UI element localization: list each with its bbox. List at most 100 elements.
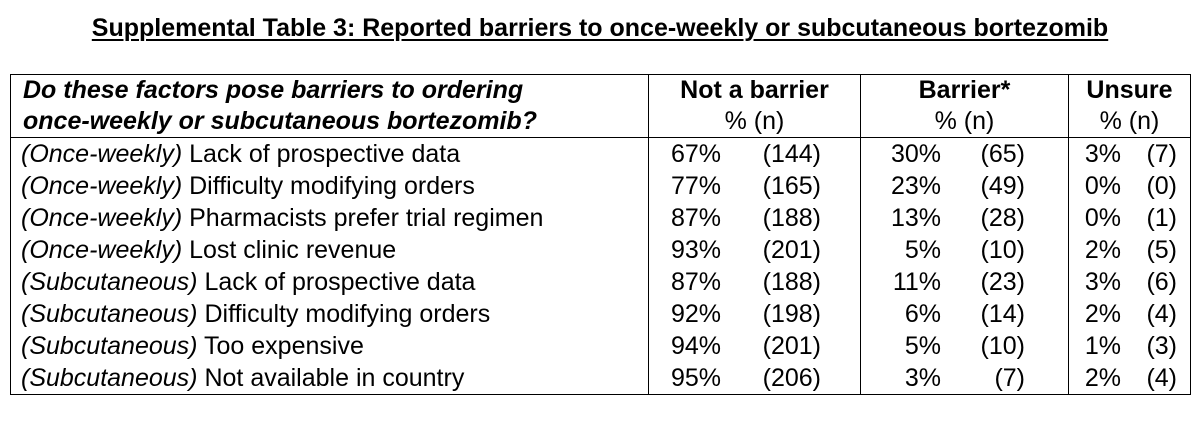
unsure-cell: 3% (6) [1068,266,1191,298]
route-prefix: (Subcutaneous) [21,364,198,392]
not-barrier-cell: 93% (201) [648,234,861,266]
barrier-cell: 13% (28) [860,202,1069,234]
count-value: (49) [980,172,1025,200]
percent-value: 93% [670,236,721,264]
count-value: (198) [762,300,821,328]
percent-value: 2% [1084,236,1121,264]
percent-value: 0% [1084,172,1121,200]
not-barrier-cell: 87% (188) [648,266,861,298]
unsure-label: Unsure [1086,76,1173,104]
question-header: Do these factors pose barriers to orderi… [10,74,649,138]
percent-value: 13% [890,204,941,232]
table-row: (Subcutaneous) Not available in country 9… [10,362,1191,395]
table-row: (Once-weekly) Lack of prospective data 67… [10,137,1191,170]
table-title: Supplemental Table 3: Reported barriers … [91,14,1109,42]
count-value: (65) [980,140,1025,168]
count-value: (1) [1146,204,1177,232]
barrier-cell: 6% (14) [860,298,1069,330]
percent-value: 95% [670,364,721,392]
percent-value: 2% [1084,300,1121,328]
not-barrier-cell: 77% (165) [648,170,861,202]
count-value: (4) [1146,364,1177,392]
route-prefix: (Once-weekly) [21,140,183,168]
count-value: (7) [1146,140,1177,168]
route-prefix: (Subcutaneous) [21,268,198,296]
table-row: (Subcutaneous) Difficulty modifying orde… [10,298,1191,330]
percent-value: 94% [670,332,721,360]
barrier-header: Barrier* % (n) [860,74,1069,138]
pct-n-label: % (n) [1099,107,1160,135]
unsure-header: Unsure % (n) [1068,74,1191,138]
factor-label: Not available in country [204,364,465,392]
count-value: (144) [762,140,821,168]
count-value: (206) [762,364,821,392]
count-value: (10) [980,332,1025,360]
percent-value: 87% [670,204,721,232]
percent-value: 67% [670,140,721,168]
factor-cell: (Subcutaneous) Too expensive [10,330,649,362]
not-barrier-cell: 92% (198) [648,298,861,330]
route-prefix: (Once-weekly) [21,172,183,200]
count-value: (188) [762,204,821,232]
table-row: (Once-weekly) Lost clinic revenue 93% (201… [10,234,1191,266]
count-value: (3) [1146,332,1177,360]
count-value: (23) [980,268,1025,296]
factor-cell: (Once-weekly) Difficulty modifying order… [10,170,649,202]
unsure-cell: 2% (4) [1068,362,1191,395]
factor-label: Difficulty modifying orders [204,300,491,328]
factor-cell: (Subcutaneous) Lack of prospective data [10,266,649,298]
barriers-table: Do these factors pose barriers to orderi… [10,74,1191,395]
percent-value: 5% [904,332,941,360]
pct-n-label: % (n) [934,107,995,135]
not-barrier-cell: 94% (201) [648,330,861,362]
unsure-cell: 0% (0) [1068,170,1191,202]
table-row: (Once-weekly) Pharmacists prefer trial r… [10,202,1191,234]
count-value: (188) [762,268,821,296]
factor-label: Lack of prospective data [189,140,461,168]
percent-value: 3% [1084,268,1121,296]
factor-label: Difficulty modifying orders [189,172,475,200]
factor-cell: (Once-weekly) Lost clinic revenue [10,234,649,266]
route-prefix: (Once-weekly) [21,236,183,264]
factor-label: Lack of prospective data [204,268,476,296]
count-value: (201) [762,332,821,360]
count-value: (5) [1146,236,1177,264]
count-value: (165) [762,172,821,200]
percent-value: 5% [904,236,941,264]
unsure-cell: 1% (3) [1068,330,1191,362]
table-row: (Subcutaneous) Lack of prospective data 8… [10,266,1191,298]
count-value: (4) [1146,300,1177,328]
unsure-cell: 0% (1) [1068,202,1191,234]
factor-cell: (Once-weekly) Lack of prospective data [10,137,649,170]
percent-value: 87% [670,268,721,296]
pct-n-label: % (n) [724,107,785,135]
table-row: (Once-weekly) Difficulty modifying order… [10,170,1191,202]
unsure-cell: 2% (5) [1068,234,1191,266]
percent-value: 3% [904,364,941,392]
barrier-cell: 5% (10) [860,330,1069,362]
barrier-cell: 30% (65) [860,137,1069,170]
question-line-1: Do these factors pose barriers to orderi… [23,76,524,104]
route-prefix: (Subcutaneous) [21,300,198,328]
percent-value: 30% [890,140,941,168]
not-barrier-header: Not a barrier % (n) [648,74,861,138]
unsure-cell: 3% (7) [1068,137,1191,170]
count-value: (6) [1146,268,1177,296]
factor-label: Lost clinic revenue [189,236,397,264]
route-prefix: (Once-weekly) [21,204,183,232]
count-value: (201) [762,236,821,264]
factor-cell: (Once-weekly) Pharmacists prefer trial r… [10,202,649,234]
percent-value: 1% [1084,332,1121,360]
percent-value: 6% [904,300,941,328]
not-barrier-cell: 95% (206) [648,362,861,395]
route-prefix: (Subcutaneous) [21,332,198,360]
percent-value: 0% [1084,204,1121,232]
count-value: (0) [1146,172,1177,200]
not-barrier-label: Not a barrier [680,76,829,104]
factor-label: Too expensive [204,332,364,360]
percent-value: 11% [892,268,941,296]
unsure-cell: 2% (4) [1068,298,1191,330]
count-value: (28) [980,204,1025,232]
count-value: (7) [994,364,1025,392]
percent-value: 3% [1084,140,1121,168]
